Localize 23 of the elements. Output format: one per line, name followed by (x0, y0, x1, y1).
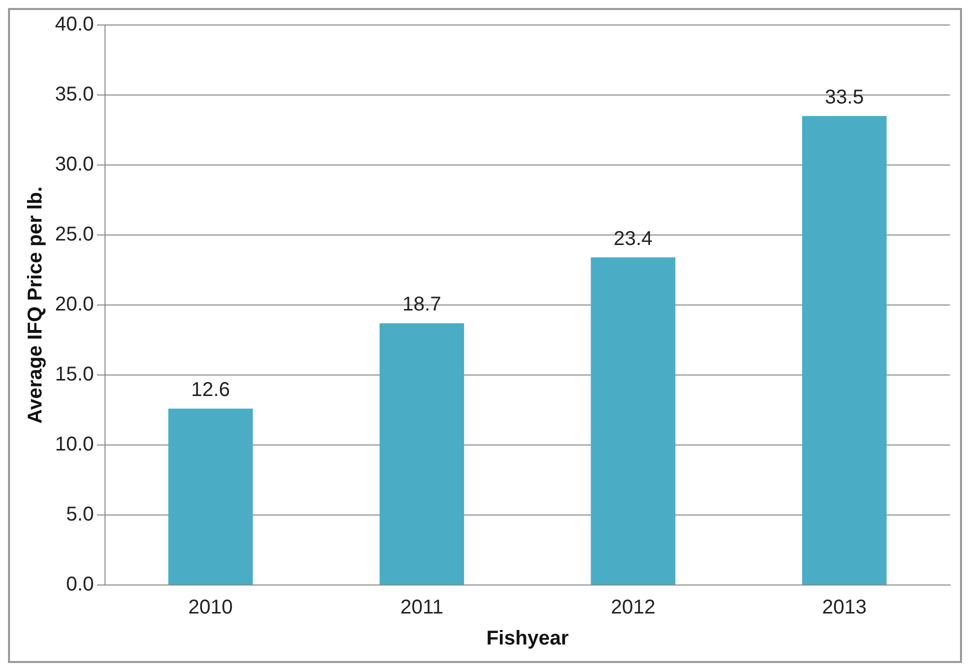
y-tick-label: 15.0 (54, 364, 94, 386)
x-axis-title: Fishyear (486, 628, 569, 650)
bar (802, 116, 887, 584)
x-tick-label: 2011 (400, 596, 444, 619)
y-tick-label: 5.0 (66, 504, 94, 526)
x-tick-label: 2013 (822, 596, 867, 619)
bar (380, 323, 464, 584)
bar (590, 257, 676, 584)
y-tick-label: 0.0 (66, 574, 94, 596)
y-tick-label: 20.0 (54, 294, 94, 316)
x-tick-label: 2010 (188, 596, 233, 619)
y-tick-label: 30.0 (54, 154, 94, 176)
y-tick-label: 40.0 (54, 14, 94, 36)
data-label: 23.4 (614, 228, 653, 250)
y-tick-label: 35.0 (54, 84, 94, 106)
y-axis-title: Average IFQ Price per lb. (24, 186, 47, 424)
y-tick-label: 10.0 (54, 434, 94, 456)
data-label: 12.6 (191, 379, 230, 402)
data-label: 18.7 (402, 294, 442, 316)
y-tick-label: 25.0 (54, 224, 94, 246)
bar (168, 408, 253, 584)
data-label: 33.5 (824, 86, 864, 109)
x-tick-label: 2012 (610, 596, 656, 619)
